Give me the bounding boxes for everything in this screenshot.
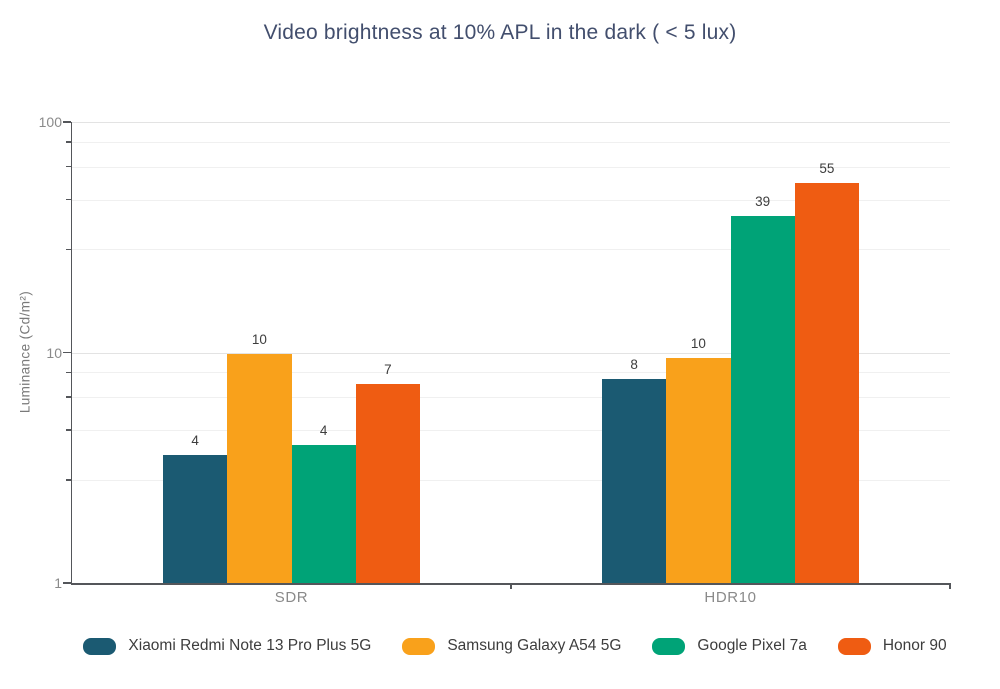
x-axis-tick bbox=[949, 583, 951, 589]
bar-value-label: 8 bbox=[630, 356, 638, 372]
y-axis-major-tick bbox=[63, 351, 71, 354]
bar-value-label: 39 bbox=[755, 194, 771, 209]
bar-value-label: 55 bbox=[819, 160, 835, 176]
y-axis-minor-tick bbox=[65, 479, 71, 481]
gridline-minor bbox=[72, 430, 950, 432]
bar-value-label: 7 bbox=[384, 362, 392, 377]
y-axis-tick-label: 10 bbox=[46, 344, 62, 361]
legend-label: Xiaomi Redmi Note 13 Pro Plus 5G bbox=[128, 637, 372, 654]
y-axis-tick-label: 100 bbox=[38, 114, 62, 130]
bar-honor-90-hdr10[interactable] bbox=[794, 182, 859, 583]
y-axis-minor-tick bbox=[65, 429, 71, 431]
legend-label: Samsung Galaxy A54 5G bbox=[447, 637, 622, 654]
bar-samsung-galaxy-a54-5g-hdr10[interactable] bbox=[666, 357, 731, 583]
bar-value-label: 4 bbox=[319, 422, 328, 438]
chart-title: Video brightness at 10% APL in the dark … bbox=[263, 21, 737, 44]
gridline-minor bbox=[72, 166, 950, 168]
bar-value-label: 10 bbox=[690, 335, 706, 351]
gridline-major bbox=[72, 352, 950, 354]
legend: Xiaomi Redmi Note 13 Pro Plus 5G Samsung … bbox=[30, 637, 1000, 655]
legend-item-honor-90[interactable]: Honor 90 bbox=[837, 637, 947, 655]
bar-xiaomi-redmi-note-13-pro-plus-5g-sdr[interactable] bbox=[163, 454, 228, 583]
gridline-minor bbox=[72, 372, 950, 374]
y-axis-tick-label: 1 bbox=[54, 575, 62, 591]
plot-area: 1 10 100 SDR HDR10 4 8 10 10 4 39 7 55 bbox=[39, 114, 951, 606]
legend-swatch-xiaomi-redmi-note-13-pro-plus-5g bbox=[83, 637, 117, 655]
x-axis-tick bbox=[510, 583, 512, 589]
y-axis-minor-tick bbox=[65, 198, 71, 201]
legend-swatch-google-pixel-7a bbox=[652, 637, 686, 655]
legend-item-google-pixel-7a[interactable]: Google Pixel 7a bbox=[652, 637, 807, 655]
legend-item-xiaomi-redmi-note-13-pro-plus-5g[interactable]: Xiaomi Redmi Note 13 Pro Plus 5G bbox=[83, 637, 371, 655]
x-axis-category-label: HDR10 bbox=[704, 589, 757, 606]
gridline-minor bbox=[72, 199, 950, 201]
y-axis-minor-tick bbox=[65, 141, 71, 143]
y-axis-line bbox=[70, 122, 72, 583]
y-axis-minor-tick bbox=[65, 165, 71, 168]
bar-value-label: 10 bbox=[251, 332, 267, 347]
legend-item-samsung-galaxy-a54-5g[interactable]: Samsung Galaxy A54 5G bbox=[402, 637, 621, 655]
legend-label: Google Pixel 7a bbox=[697, 637, 807, 654]
bar-samsung-galaxy-a54-5g-sdr[interactable] bbox=[227, 354, 292, 583]
bar-xiaomi-redmi-note-13-pro-plus-5g-hdr10[interactable] bbox=[602, 378, 667, 583]
x-axis-category-label: SDR bbox=[274, 589, 309, 606]
y-axis-major-tick bbox=[63, 121, 71, 123]
gridline-minor bbox=[72, 249, 950, 251]
bar-honor-90-sdr[interactable] bbox=[355, 384, 420, 583]
bar-google-pixel-7a-hdr10[interactable] bbox=[730, 216, 795, 583]
gridline-minor bbox=[72, 479, 950, 481]
bar-value-label: 4 bbox=[191, 432, 199, 448]
y-axis-minor-tick bbox=[65, 248, 71, 251]
legend-swatch-samsung-galaxy-a54-5g bbox=[402, 637, 436, 655]
y-axis-minor-tick bbox=[65, 396, 71, 398]
legend-swatch-honor-90 bbox=[837, 637, 871, 655]
y-axis-minor-tick bbox=[65, 371, 71, 374]
gridline-minor bbox=[72, 397, 950, 399]
y-axis-major-tick bbox=[63, 582, 71, 584]
legend-label: Honor 90 bbox=[882, 637, 947, 654]
gridline-minor bbox=[72, 141, 950, 143]
gridline-major bbox=[72, 122, 950, 123]
bar-google-pixel-7a-sdr[interactable] bbox=[291, 444, 356, 583]
